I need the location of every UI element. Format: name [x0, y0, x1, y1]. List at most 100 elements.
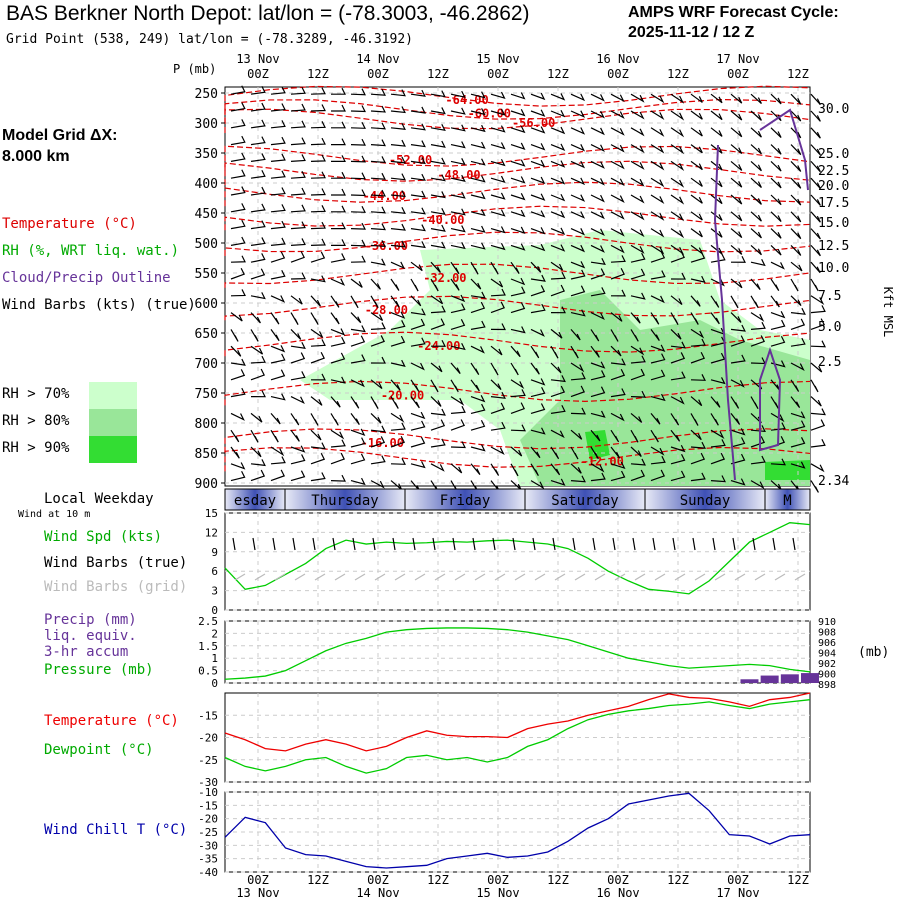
- wind-barb: [290, 137, 306, 146]
- wind-barb: [690, 452, 706, 465]
- wind-barb: [730, 453, 746, 465]
- height-tick: 10.0: [818, 261, 849, 276]
- series-line-0: [224, 692, 811, 752]
- wind-barb: [750, 436, 766, 448]
- wind-barb: [690, 144, 703, 154]
- wind-barb: [530, 303, 546, 314]
- wind-barb: [310, 295, 321, 307]
- wind-barb: [430, 224, 446, 232]
- wind-barb: [430, 261, 441, 273]
- wind-barb: [250, 368, 265, 381]
- isotherm-label: -60.00: [468, 106, 511, 120]
- wind-barb-grid: [354, 573, 366, 581]
- wind-barb: [510, 286, 526, 297]
- wind-barb: [630, 127, 645, 137]
- bottom-hour-label: 12Z: [547, 873, 569, 887]
- wind-barb: [290, 103, 306, 112]
- wind-barb: [290, 170, 306, 179]
- wind-barb: [650, 353, 666, 364]
- bottom-date-label: 14 Nov: [356, 886, 399, 900]
- wind-barb: [550, 109, 566, 118]
- wind-barb: [710, 127, 723, 137]
- wind-barb: [570, 194, 586, 202]
- wind-barb: [570, 407, 586, 415]
- bottom-hour-label: 12Z: [427, 873, 449, 887]
- wind-barb: [590, 472, 606, 482]
- wind-barb-grid: [634, 573, 646, 581]
- wind-barb: [790, 160, 802, 172]
- wind-barb: [270, 220, 286, 230]
- wind-barb-grid: [334, 573, 346, 581]
- wind-barb: [450, 419, 466, 431]
- wind-barb-true: [692, 537, 696, 551]
- wind-barb-grid: [514, 573, 526, 581]
- wind-barb: [730, 413, 741, 425]
- wind-barb: [710, 110, 723, 121]
- wind-barb: [670, 228, 685, 239]
- wind-barb: [310, 221, 326, 230]
- wind-barb: [590, 144, 605, 153]
- wind-barb: [770, 412, 785, 423]
- wind-barb: [550, 227, 566, 235]
- wind-barb: [810, 244, 821, 257]
- wind-barb: [370, 105, 386, 113]
- wind-barb: [710, 93, 723, 104]
- pressure-tick: 600: [195, 297, 218, 312]
- wind-barb: [750, 259, 766, 267]
- wind-barb: [750, 295, 759, 309]
- wind-barb: [470, 124, 486, 133]
- wind-barb: [510, 446, 523, 457]
- pressure-tick: 350: [195, 147, 218, 162]
- wind-barb: [390, 261, 406, 270]
- wind-barb: [610, 244, 625, 254]
- wind-barb: [390, 156, 406, 164]
- wind-barb: [810, 463, 825, 473]
- top-time-label: 12Z: [667, 67, 689, 81]
- legend-wind-speed: Wind Spd (kts): [44, 529, 163, 545]
- wind-barb: [810, 127, 821, 139]
- wind-barb: [630, 160, 645, 170]
- top-time-label: 00Z: [607, 67, 629, 81]
- wind-barb: [450, 343, 466, 351]
- series-line-0: [224, 627, 811, 680]
- isotherm-line: [224, 160, 811, 186]
- wind-barb-true: [612, 537, 616, 551]
- wind-barb: [390, 335, 406, 347]
- wind-barb: [250, 169, 266, 179]
- wind-barb: [490, 446, 505, 455]
- isotherm-label: -36.00: [365, 239, 408, 253]
- isotherm-line: [224, 263, 811, 288]
- wind-barb: [390, 206, 406, 214]
- wind-barb: [350, 222, 366, 230]
- wind-barb: [350, 354, 366, 364]
- wind-barb-true: [252, 537, 256, 551]
- wind-barb: [730, 110, 743, 121]
- bottom-date-label: 17 Nov: [716, 886, 759, 900]
- wind-barb: [230, 387, 246, 398]
- wind-barb: [590, 110, 605, 119]
- top-time-label: 12Z: [427, 67, 449, 81]
- wind-barb: [610, 194, 625, 203]
- pressure-tick: 250: [195, 87, 218, 102]
- wind-barb: [650, 393, 666, 402]
- wind-barb: [770, 144, 782, 155]
- wind-barb: [350, 172, 366, 180]
- wind-barb: [490, 91, 506, 100]
- wind-barb: [230, 102, 246, 112]
- wind-barb: [650, 429, 659, 443]
- wind-barb: [730, 379, 745, 388]
- wind-barb: [510, 142, 526, 150]
- pressure-tick: 300: [195, 117, 218, 132]
- wind-barb: [610, 388, 626, 398]
- local-weekday-label: Local Weekday: [44, 491, 154, 507]
- wind-barb: [330, 439, 346, 448]
- weekday-label: Sunday: [680, 493, 731, 509]
- pressure-tick: 400: [195, 177, 218, 192]
- wind-barb: [770, 93, 782, 105]
- wind-barb: [750, 177, 762, 189]
- wind-barb: [730, 295, 739, 309]
- wind-barb: [770, 422, 786, 431]
- legend-wind-barbs: Wind Barbs (kts) (true): [2, 297, 196, 313]
- wind-barb: [470, 403, 486, 414]
- wind-barb-grid: [454, 573, 466, 581]
